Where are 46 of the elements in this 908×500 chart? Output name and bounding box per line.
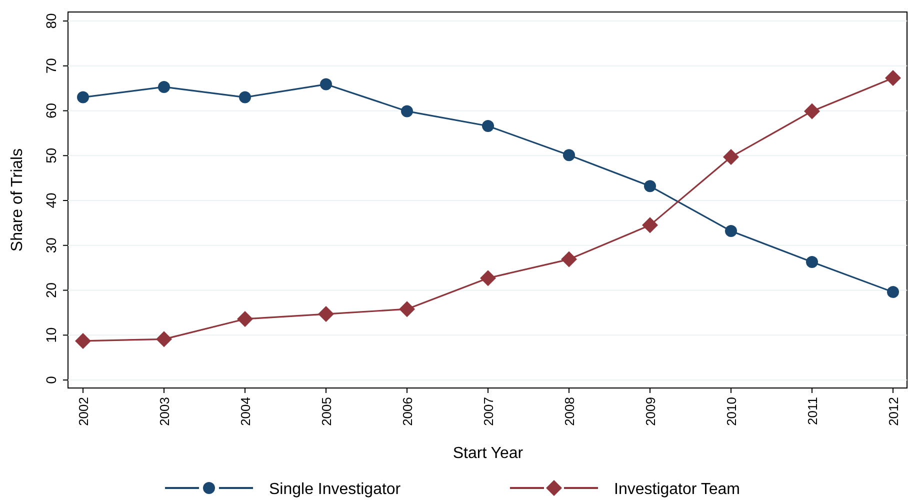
point — [561, 251, 577, 268]
point — [644, 180, 656, 192]
x-tick-label: 2005 — [319, 397, 334, 426]
x-tick-label: 2007 — [481, 397, 496, 426]
point — [480, 270, 496, 286]
y-tick-label: 40 — [43, 192, 59, 208]
point — [563, 149, 575, 162]
x-tick-label: 2002 — [76, 397, 91, 426]
point — [237, 310, 253, 327]
y-tick-label: 60 — [43, 102, 59, 119]
point — [318, 306, 334, 322]
legend-label: Investigator Team — [614, 481, 740, 498]
point — [642, 217, 658, 234]
y-tick-label: 10 — [43, 327, 59, 343]
point — [887, 286, 899, 298]
y-tick-label: 0 — [43, 376, 59, 384]
point — [77, 91, 89, 104]
point — [725, 225, 737, 238]
point — [320, 78, 332, 90]
point — [885, 70, 901, 86]
point — [158, 80, 170, 93]
x-tick-label: 2009 — [643, 397, 658, 426]
y-tick-label: 20 — [43, 282, 59, 298]
point — [156, 331, 172, 348]
x-tick-label: 2012 — [886, 397, 901, 426]
x-tick-label: 2008 — [562, 397, 577, 426]
point — [401, 105, 413, 118]
point — [239, 91, 251, 104]
point — [806, 256, 818, 268]
point — [75, 332, 91, 349]
point — [399, 301, 415, 318]
x-tick-label: 2004 — [238, 397, 253, 426]
legend-label: Single Investigator — [269, 481, 402, 498]
y-tick-label: 70 — [43, 58, 59, 74]
point — [482, 120, 494, 132]
x-tick-label: 2011 — [805, 397, 820, 425]
point — [804, 103, 820, 120]
y-tick-label: 30 — [43, 237, 59, 254]
y-axis-title: Share of Trials — [9, 148, 26, 252]
point — [723, 148, 739, 165]
x-tick-label: 2006 — [400, 397, 415, 426]
x-tick-label: 2010 — [724, 397, 739, 426]
y-tick-label: 50 — [43, 148, 59, 164]
x-axis-title: Start Year — [452, 445, 524, 462]
x-tick-label: 2003 — [157, 397, 172, 426]
y-tick-label: 80 — [43, 13, 59, 29]
